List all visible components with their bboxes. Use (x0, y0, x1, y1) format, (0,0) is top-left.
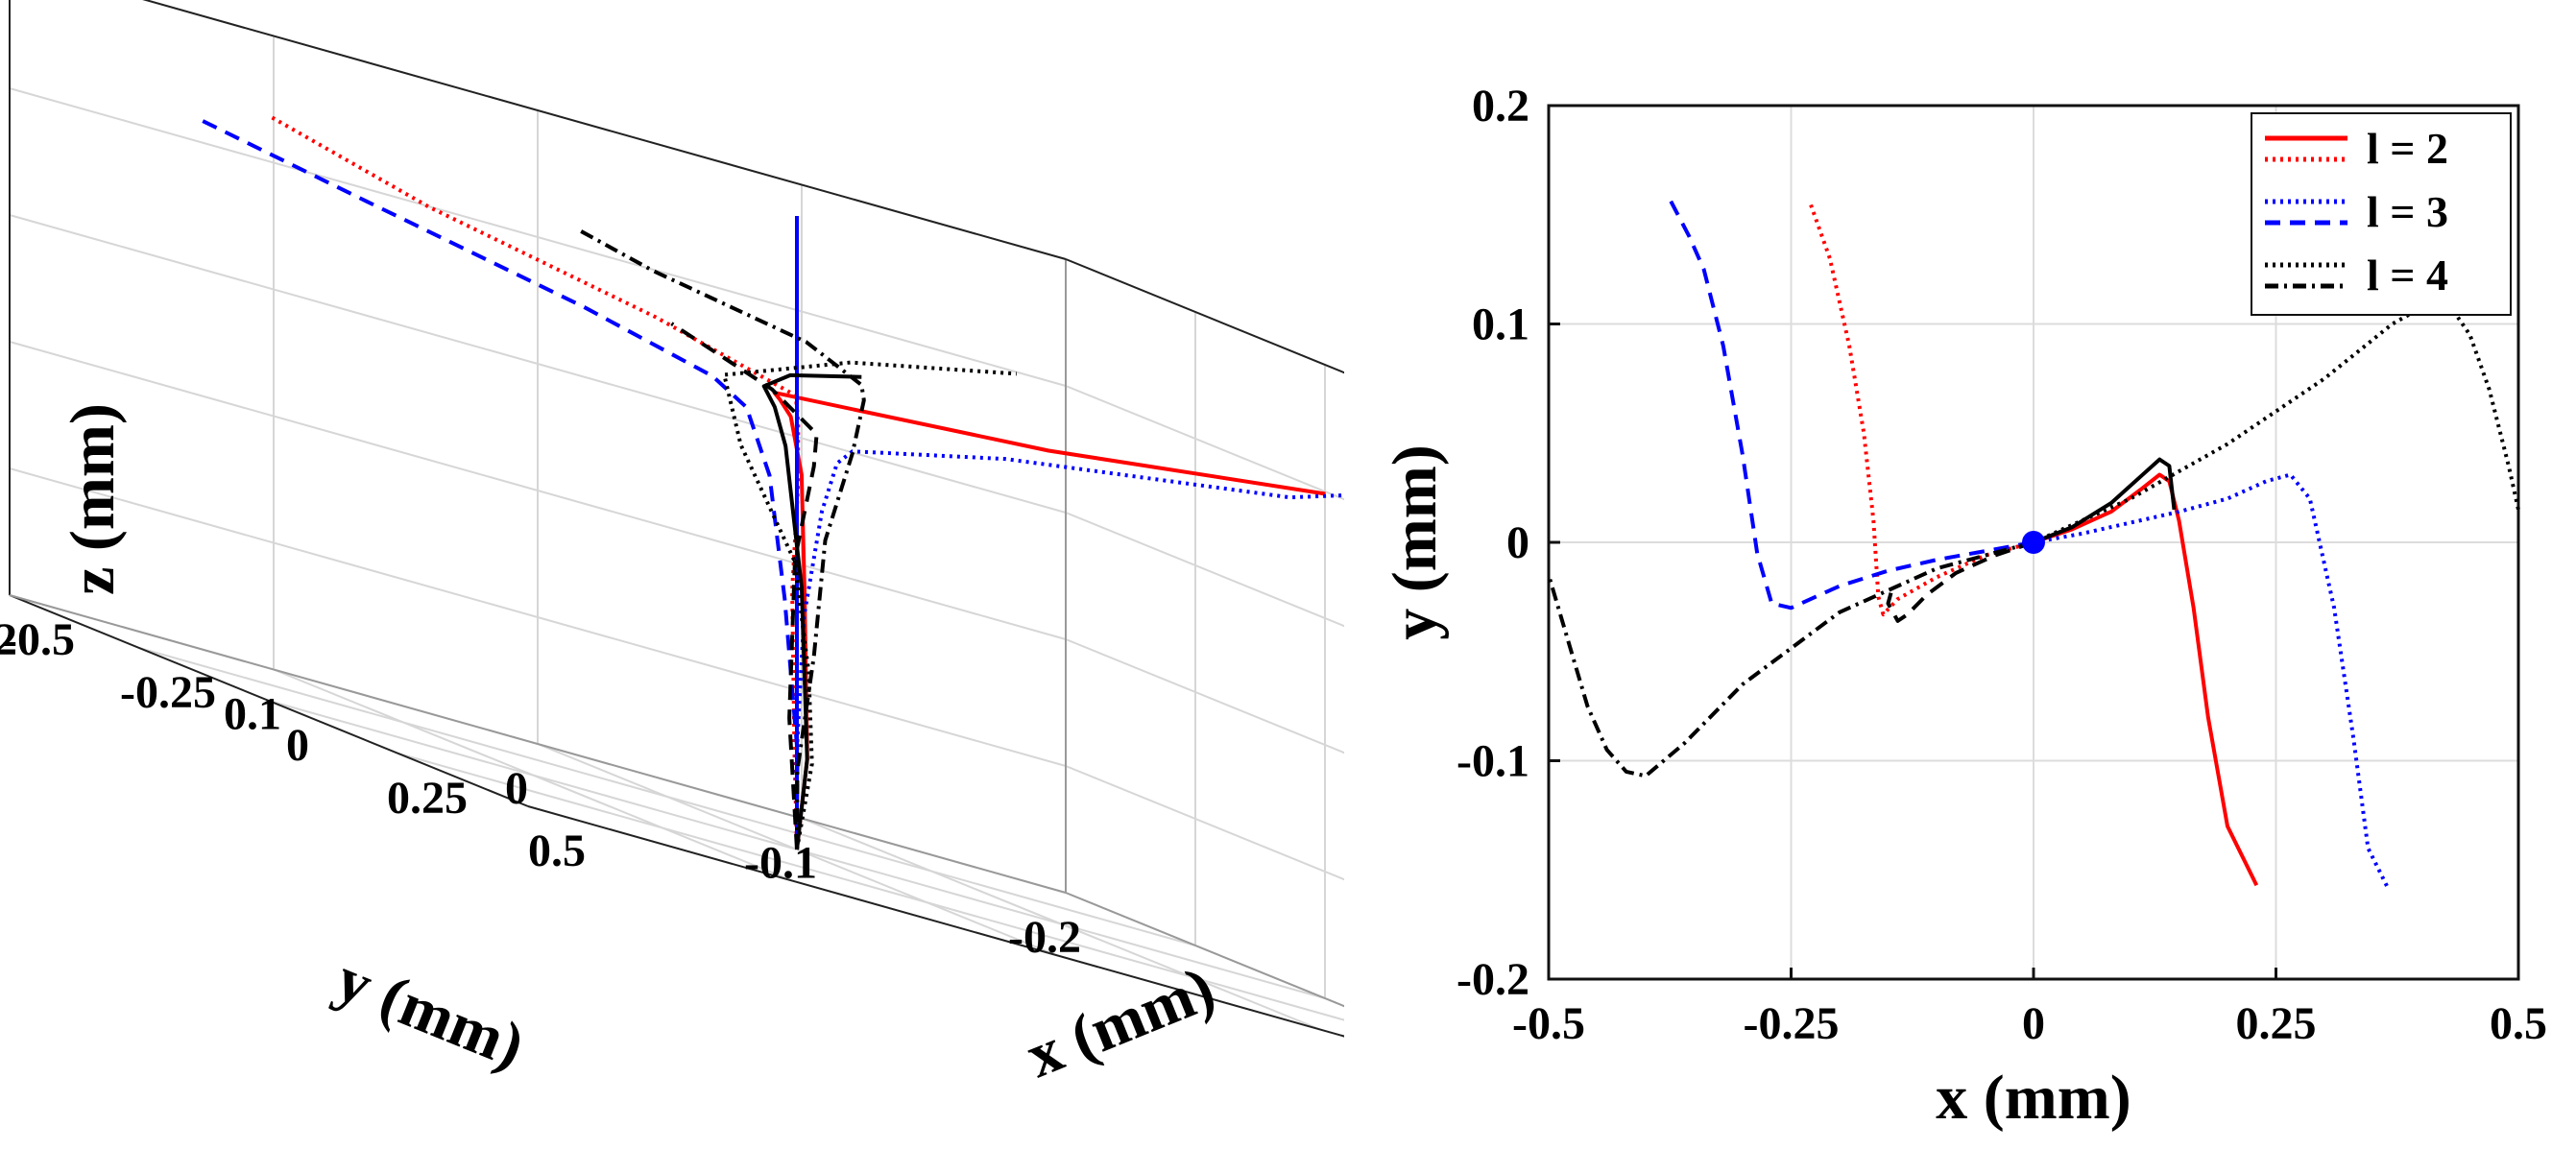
y-tick-label: 0.1 (1472, 299, 1529, 350)
legend-label: l = 4 (2367, 251, 2448, 299)
legend-label: l = 3 (2367, 187, 2448, 236)
trajectory-2d-line (1668, 198, 2034, 610)
y-tick-label: 0 (505, 763, 528, 814)
trajectory-2d-line (1547, 540, 2034, 778)
series-2d (1547, 198, 2520, 889)
x-axis-label: x (mm) (1936, 1063, 2131, 1133)
plot-frame (1547, 104, 2520, 981)
y-tick-label: -0.1 (1457, 736, 1529, 787)
legend-label: l = 2 (2367, 124, 2448, 173)
trajectory-2d-line (1808, 203, 2034, 617)
y-tick-label: -0.2 (1008, 912, 1081, 963)
origin-marker (2022, 531, 2045, 554)
x-tick-label: -0.25 (120, 667, 216, 718)
trajectory-3d-chart: 020040060080010000.20.10-0.1-0.2-0.5-0.2… (0, 0, 1344, 1091)
x-tick-label: 0.5 (2490, 998, 2547, 1049)
x-tick-label: 0 (286, 720, 309, 771)
y-axis-label: y (mm) (1380, 444, 1450, 639)
y-tick-label: 0.1 (224, 689, 281, 740)
y-tick-label: -0.1 (744, 838, 817, 889)
trajectory-3d-line (722, 360, 1017, 850)
grid-3d (9, 0, 1344, 1038)
trajectory-2d-chart: -0.5 -0.25 0 0.25 0.5 0.2 0.1 0 -0.1 -0.2 x (mm) y … (1380, 81, 2547, 1133)
y-tick-label: 0.2 (0, 614, 17, 665)
trajectory-3d-line (670, 322, 819, 850)
y-tick-label: -0.2 (1457, 954, 1529, 1005)
series-3d (195, 113, 1344, 850)
trajectory-3d-line (576, 227, 866, 850)
trajectory-2d-line (2033, 472, 2390, 889)
trajectory-3d-line (772, 391, 1326, 850)
legend: l = 2 l = 3 l = 4 (2251, 112, 2512, 316)
trajectory-2d-line (2033, 472, 2259, 887)
y-axis-label: y (mm) (326, 944, 534, 1082)
trajectory-2d-line (1886, 540, 2034, 623)
trajectory-3d-line (267, 113, 801, 850)
trajectory-3d-line (761, 372, 862, 850)
x-tick-label: -0.25 (1744, 998, 1840, 1049)
trajectory-2d-line (2033, 457, 2177, 544)
x-tick-label: 0.5 (528, 826, 586, 876)
x-tick-label: 0 (2022, 998, 2045, 1049)
x-tick-label: -0.5 (1512, 998, 1585, 1049)
z-axis-label: z (mm) (58, 403, 128, 595)
x-tick-label: 0.25 (2236, 998, 2317, 1049)
trajectory-3d-line (794, 449, 1344, 850)
x-tick-label: -0.5 (2, 614, 75, 665)
y-tick-label: 0 (1506, 517, 1529, 568)
y-tick-label: 0.2 (1472, 81, 1529, 132)
x-tick-label: 0.25 (387, 773, 468, 824)
trajectory-3d-line (195, 115, 800, 850)
